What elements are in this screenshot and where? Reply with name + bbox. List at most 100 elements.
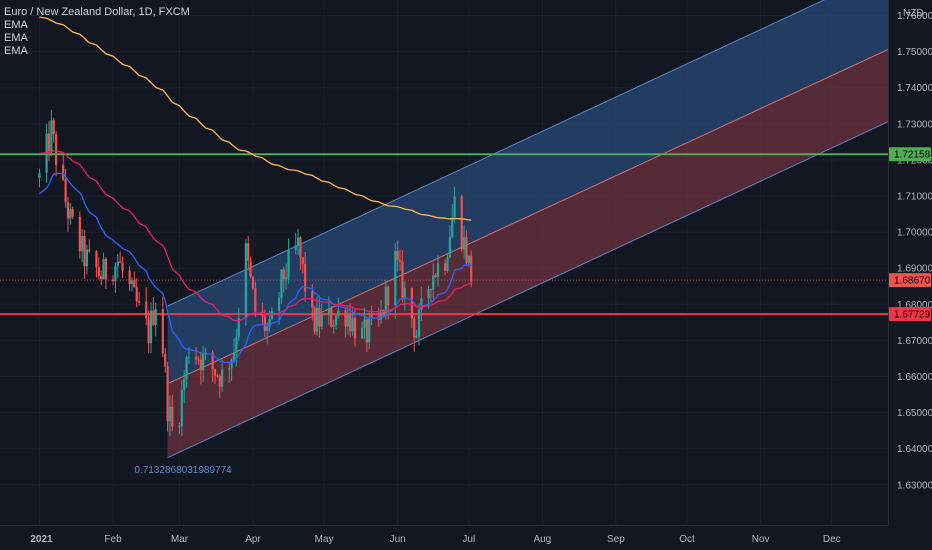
candle-body bbox=[213, 368, 217, 376]
price-tick-label: 1.73000 bbox=[897, 119, 932, 130]
price-tag-value: 1.68670 bbox=[894, 276, 931, 287]
channel-mid-line[interactable] bbox=[167, 42, 904, 385]
price-tag-bg bbox=[889, 273, 931, 288]
price-tag-value: 1.67729 bbox=[894, 310, 931, 321]
candle-body bbox=[432, 275, 435, 290]
price-tick-label: 1.68000 bbox=[897, 300, 932, 311]
candle-body bbox=[88, 249, 91, 252]
candle-body bbox=[413, 318, 416, 338]
price-tick-label: 1.71000 bbox=[897, 192, 932, 203]
candle-body bbox=[147, 318, 150, 344]
candle-body bbox=[294, 245, 297, 250]
price-tick-label: 1.63000 bbox=[897, 480, 932, 491]
candle-body bbox=[228, 368, 231, 370]
candle-body bbox=[85, 249, 89, 267]
candle-body bbox=[178, 426, 181, 428]
price-tick-label: 1.64000 bbox=[897, 444, 932, 455]
candle-body bbox=[78, 216, 81, 252]
time-tick-label: Dec bbox=[823, 534, 841, 545]
candle-body bbox=[280, 269, 283, 298]
candle-body bbox=[62, 164, 65, 180]
candle-body bbox=[145, 301, 148, 319]
candle-body bbox=[95, 251, 98, 268]
candle-body bbox=[149, 310, 153, 344]
candle-body bbox=[81, 235, 84, 252]
candle-body bbox=[102, 258, 105, 280]
time-tick-label: Jul bbox=[462, 534, 475, 545]
candle-body bbox=[263, 315, 266, 331]
symbol-title[interactable]: Euro / New Zealand Dollar, 1D, FXCM bbox=[4, 6, 190, 18]
candle-body bbox=[394, 251, 397, 305]
candle-body bbox=[451, 217, 454, 238]
candle-body bbox=[415, 336, 418, 338]
candle-body bbox=[337, 310, 340, 316]
candle-body bbox=[116, 261, 119, 266]
candle-body bbox=[216, 375, 219, 377]
candle-body bbox=[268, 319, 271, 327]
candle-body bbox=[351, 317, 354, 332]
horizontal-levels[interactable] bbox=[0, 153, 888, 316]
candle-body bbox=[360, 327, 364, 339]
time-tick-label: Sep bbox=[607, 534, 625, 545]
green-resistance-tag[interactable]: 1.72158 bbox=[889, 147, 931, 162]
price-tag-value: 1.72158 bbox=[894, 150, 931, 161]
currency-label: NZD bbox=[903, 8, 924, 19]
candle-body bbox=[420, 298, 423, 310]
candle-body bbox=[52, 120, 55, 135]
price-tick-label: 1.67000 bbox=[897, 336, 932, 347]
price-tag-bg bbox=[889, 147, 931, 162]
indicator-ema-2[interactable]: EMA bbox=[4, 32, 28, 44]
candle-body bbox=[171, 406, 174, 427]
candle-body bbox=[270, 311, 274, 320]
candle-body bbox=[467, 255, 470, 263]
candle-body bbox=[448, 237, 451, 258]
price-tick-label: 1.75000 bbox=[897, 47, 932, 58]
candle-body bbox=[382, 310, 385, 316]
channel-lower-line[interactable] bbox=[167, 114, 904, 459]
candle-body bbox=[249, 260, 252, 277]
ema-lines bbox=[39, 16, 472, 364]
candle-body bbox=[320, 313, 323, 327]
candle-body bbox=[465, 237, 468, 263]
time-tick-label: Oct bbox=[679, 534, 695, 545]
candle-body bbox=[161, 309, 164, 354]
candle-body bbox=[50, 120, 53, 152]
candle-body bbox=[111, 279, 115, 282]
candle-body bbox=[55, 134, 58, 165]
candle-body bbox=[384, 286, 387, 316]
regression-channel[interactable] bbox=[167, 0, 904, 459]
price-tag-bg bbox=[889, 307, 931, 322]
candle-body bbox=[180, 389, 183, 427]
candle-body bbox=[398, 259, 402, 262]
candle-body bbox=[237, 318, 240, 337]
ema-mid-line bbox=[39, 150, 472, 322]
price-tick-label: 1.74000 bbox=[897, 83, 932, 94]
candle-body bbox=[327, 308, 330, 314]
channel-upper-line[interactable] bbox=[167, 0, 903, 307]
candle-body bbox=[194, 356, 198, 360]
current-price-tag[interactable]: 1.68670 bbox=[889, 273, 931, 288]
red-support-tag[interactable]: 1.67729 bbox=[889, 307, 931, 322]
candle-body bbox=[251, 276, 255, 289]
candle-body bbox=[287, 249, 290, 278]
candle-body bbox=[211, 352, 214, 369]
candle-body bbox=[346, 315, 349, 327]
candle-body bbox=[247, 243, 250, 261]
candle-body bbox=[313, 307, 316, 332]
candle-body bbox=[266, 326, 269, 331]
candle-body bbox=[199, 359, 202, 371]
candle-body bbox=[66, 202, 70, 219]
indicator-ema-1[interactable]: EMA bbox=[4, 19, 28, 31]
candle-body bbox=[121, 262, 124, 271]
candle-body bbox=[277, 297, 281, 312]
candle-body bbox=[446, 257, 449, 272]
candle-body bbox=[38, 172, 41, 178]
candle-body bbox=[130, 280, 134, 285]
ema-short-line bbox=[39, 172, 472, 364]
candle-body bbox=[396, 251, 399, 260]
indicator-ema-3[interactable]: EMA bbox=[4, 45, 28, 57]
grid bbox=[0, 0, 888, 525]
candle-body bbox=[417, 309, 421, 337]
